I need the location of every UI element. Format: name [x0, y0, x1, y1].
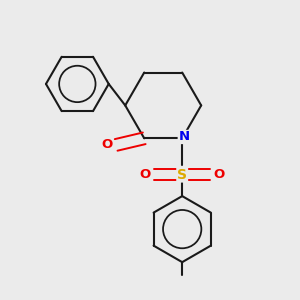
Text: N: N: [178, 130, 189, 143]
Text: O: O: [140, 168, 151, 181]
Text: S: S: [177, 168, 187, 182]
Text: O: O: [101, 138, 112, 152]
Text: O: O: [214, 168, 225, 181]
